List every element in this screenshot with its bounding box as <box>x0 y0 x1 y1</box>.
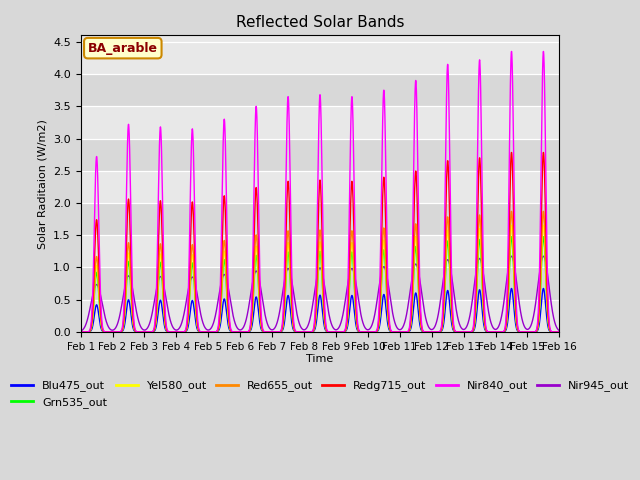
Line: Yel580_out: Yel580_out <box>81 225 559 332</box>
Red655_out <box>427 329 435 335</box>
X-axis label: Time: Time <box>307 354 333 364</box>
Blu475_out <box>454 329 461 335</box>
Line: Nir840_out: Nir840_out <box>81 51 559 332</box>
Redg715_out <box>301 329 309 335</box>
Nir945_out <box>163 300 170 305</box>
Redg715_out <box>401 329 408 335</box>
Redg715_out <box>163 326 170 332</box>
Nir945_out <box>427 326 435 332</box>
Grn535_out <box>555 329 563 335</box>
Bar <box>81 300 559 332</box>
Yel580_out <box>163 327 170 333</box>
Nir945_out <box>555 327 563 333</box>
Grn535_out <box>301 329 309 335</box>
Legend: Blu475_out, Grn535_out, Yel580_out, Red655_out, Redg715_out, Nir840_out, Nir945_: Blu475_out, Grn535_out, Yel580_out, Red6… <box>6 376 634 412</box>
Yel580_out <box>556 329 563 335</box>
Bar <box>81 74 559 106</box>
Nir840_out <box>163 325 170 331</box>
Blu475_out <box>77 329 84 335</box>
Nir840_out <box>540 48 547 54</box>
Redg715_out <box>555 329 563 335</box>
Grn535_out <box>163 328 170 334</box>
Redg715_out <box>556 329 563 335</box>
Bar <box>81 139 559 171</box>
Yel580_out <box>427 329 435 335</box>
Text: BA_arable: BA_arable <box>88 42 158 55</box>
Blu475_out <box>555 329 563 335</box>
Nir945_out <box>401 321 408 327</box>
Redg715_out <box>77 329 84 335</box>
Blu475_out <box>163 328 170 334</box>
Nir840_out <box>77 329 84 335</box>
Nir945_out <box>556 328 563 334</box>
Grn535_out <box>77 329 84 335</box>
Yel580_out <box>540 222 547 228</box>
Yel580_out <box>401 329 408 335</box>
Nir945_out <box>540 253 547 259</box>
Nir840_out <box>454 329 461 335</box>
Redg715_out <box>454 329 461 335</box>
Nir945_out <box>301 326 309 332</box>
Grn535_out <box>540 234 547 240</box>
Bar <box>81 235 559 267</box>
Red655_out <box>77 329 84 335</box>
Nir840_out <box>301 329 309 335</box>
Bar <box>81 267 559 300</box>
Line: Redg715_out: Redg715_out <box>81 153 559 332</box>
Red655_out <box>556 329 563 335</box>
Line: Grn535_out: Grn535_out <box>81 237 559 332</box>
Nir840_out <box>401 329 408 335</box>
Grn535_out <box>556 329 563 335</box>
Yel580_out <box>555 329 563 335</box>
Blu475_out <box>401 329 408 335</box>
Blu475_out <box>301 329 309 335</box>
Redg715_out <box>427 329 435 335</box>
Red655_out <box>301 329 309 335</box>
Grn535_out <box>401 329 408 335</box>
Yel580_out <box>454 329 461 335</box>
Red655_out <box>454 329 461 335</box>
Yel580_out <box>301 329 309 335</box>
Redg715_out <box>540 150 547 156</box>
Bar <box>81 42 559 74</box>
Blu475_out <box>540 286 547 291</box>
Line: Red655_out: Red655_out <box>81 211 559 332</box>
Grn535_out <box>427 329 435 335</box>
Bar <box>81 203 559 235</box>
Bar <box>81 106 559 139</box>
Nir840_out <box>555 329 563 335</box>
Bar <box>81 171 559 203</box>
Nir840_out <box>556 329 563 335</box>
Nir945_out <box>77 328 84 334</box>
Blu475_out <box>427 329 435 335</box>
Red655_out <box>401 329 408 335</box>
Red655_out <box>163 327 170 333</box>
Y-axis label: Solar Raditaion (W/m2): Solar Raditaion (W/m2) <box>38 119 47 249</box>
Title: Reflected Solar Bands: Reflected Solar Bands <box>236 15 404 30</box>
Red655_out <box>555 329 563 335</box>
Grn535_out <box>454 329 461 335</box>
Yel580_out <box>77 329 84 335</box>
Nir945_out <box>454 315 461 321</box>
Blu475_out <box>556 329 563 335</box>
Nir840_out <box>427 329 435 335</box>
Red655_out <box>540 208 547 214</box>
Line: Blu475_out: Blu475_out <box>81 288 559 332</box>
Line: Nir945_out: Nir945_out <box>81 256 559 331</box>
